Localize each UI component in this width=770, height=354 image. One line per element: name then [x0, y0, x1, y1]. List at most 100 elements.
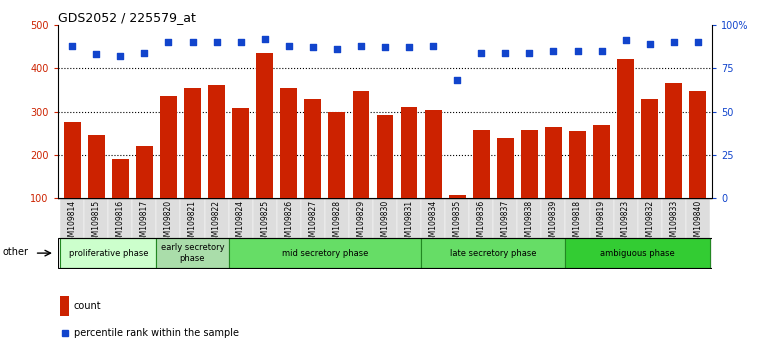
Bar	[517, 198, 541, 262]
Bar	[618, 59, 634, 241]
Text: GDS2052 / 225579_at: GDS2052 / 225579_at	[58, 11, 196, 24]
Bar	[160, 96, 177, 241]
Bar	[253, 198, 276, 262]
Point	[114, 53, 126, 59]
Text: GSM109823: GSM109823	[621, 200, 630, 246]
Text: GSM109834: GSM109834	[429, 200, 437, 246]
Point	[162, 39, 175, 45]
Bar	[60, 296, 69, 316]
Text: GSM109818: GSM109818	[573, 200, 582, 246]
Text: GSM109829: GSM109829	[357, 200, 366, 246]
Point	[66, 43, 79, 48]
Bar	[84, 198, 109, 262]
Bar	[132, 198, 156, 262]
Text: GSM109824: GSM109824	[236, 200, 245, 246]
Text: GSM109839: GSM109839	[549, 200, 558, 246]
Bar	[545, 127, 562, 241]
Text: GSM109822: GSM109822	[212, 200, 221, 246]
Bar	[349, 198, 373, 262]
Bar	[689, 91, 706, 241]
Point	[259, 36, 271, 41]
Bar	[661, 198, 686, 262]
Bar	[64, 122, 81, 241]
Point	[186, 39, 199, 45]
Text: percentile rank within the sample: percentile rank within the sample	[74, 328, 239, 338]
Text: mid secretory phase: mid secretory phase	[282, 249, 368, 258]
Text: ambiguous phase: ambiguous phase	[601, 249, 675, 258]
Point	[234, 39, 246, 45]
Bar	[353, 91, 370, 241]
Text: late secretory phase: late secretory phase	[450, 249, 537, 258]
Bar	[208, 85, 225, 241]
Point	[139, 50, 151, 55]
Bar	[449, 195, 466, 241]
Point	[427, 43, 439, 48]
Point	[524, 50, 536, 55]
Bar	[156, 198, 180, 262]
Bar	[184, 88, 201, 241]
Bar	[541, 198, 565, 262]
Text: GSM109837: GSM109837	[500, 200, 510, 246]
Bar	[473, 130, 490, 241]
Bar	[400, 107, 417, 241]
Bar	[329, 112, 345, 241]
Point	[379, 45, 391, 50]
Bar	[421, 198, 445, 262]
Text: GSM109831: GSM109831	[404, 200, 413, 246]
Text: early secretory
phase: early secretory phase	[161, 244, 224, 263]
Point	[403, 45, 415, 50]
Bar	[521, 130, 537, 241]
Bar	[256, 53, 273, 241]
Bar	[180, 198, 205, 262]
Bar	[569, 131, 586, 241]
Point	[90, 51, 102, 57]
Text: GSM109821: GSM109821	[188, 200, 197, 246]
Bar	[373, 198, 397, 262]
Bar	[397, 198, 421, 262]
Bar	[304, 98, 321, 241]
Point	[499, 50, 511, 55]
Text: GSM109828: GSM109828	[333, 200, 341, 246]
Text: other: other	[3, 246, 29, 257]
Bar	[301, 198, 325, 262]
Point	[571, 48, 584, 53]
Bar	[112, 159, 129, 241]
Bar	[276, 198, 301, 262]
Text: GSM109815: GSM109815	[92, 200, 101, 246]
Point	[283, 43, 295, 48]
Bar	[425, 110, 441, 241]
Point	[355, 43, 367, 48]
Point	[668, 39, 680, 45]
Text: GSM109825: GSM109825	[260, 200, 269, 246]
Bar	[233, 108, 249, 241]
Point	[619, 38, 631, 43]
Text: GSM109836: GSM109836	[477, 200, 486, 246]
Point	[547, 48, 560, 53]
Text: GSM109835: GSM109835	[453, 200, 462, 246]
Point	[210, 39, 223, 45]
Bar	[88, 135, 105, 241]
Bar	[593, 125, 610, 241]
Text: GSM109817: GSM109817	[140, 200, 149, 246]
Bar	[109, 198, 132, 262]
Text: GSM109833: GSM109833	[669, 200, 678, 246]
Bar	[494, 198, 517, 262]
Bar	[445, 198, 469, 262]
Bar	[665, 83, 682, 241]
Bar	[614, 198, 638, 262]
Point	[475, 50, 487, 55]
Bar	[60, 238, 156, 268]
Bar	[377, 115, 393, 241]
Bar	[421, 238, 565, 268]
Text: GSM109827: GSM109827	[308, 200, 317, 246]
Bar	[565, 238, 710, 268]
Text: GSM109819: GSM109819	[597, 200, 606, 246]
Text: GSM109838: GSM109838	[525, 200, 534, 246]
Point	[330, 46, 343, 52]
Text: GSM109830: GSM109830	[380, 200, 390, 246]
Bar	[641, 99, 658, 241]
Bar	[497, 137, 514, 241]
Bar	[469, 198, 494, 262]
Text: GSM109820: GSM109820	[164, 200, 173, 246]
Bar	[590, 198, 614, 262]
